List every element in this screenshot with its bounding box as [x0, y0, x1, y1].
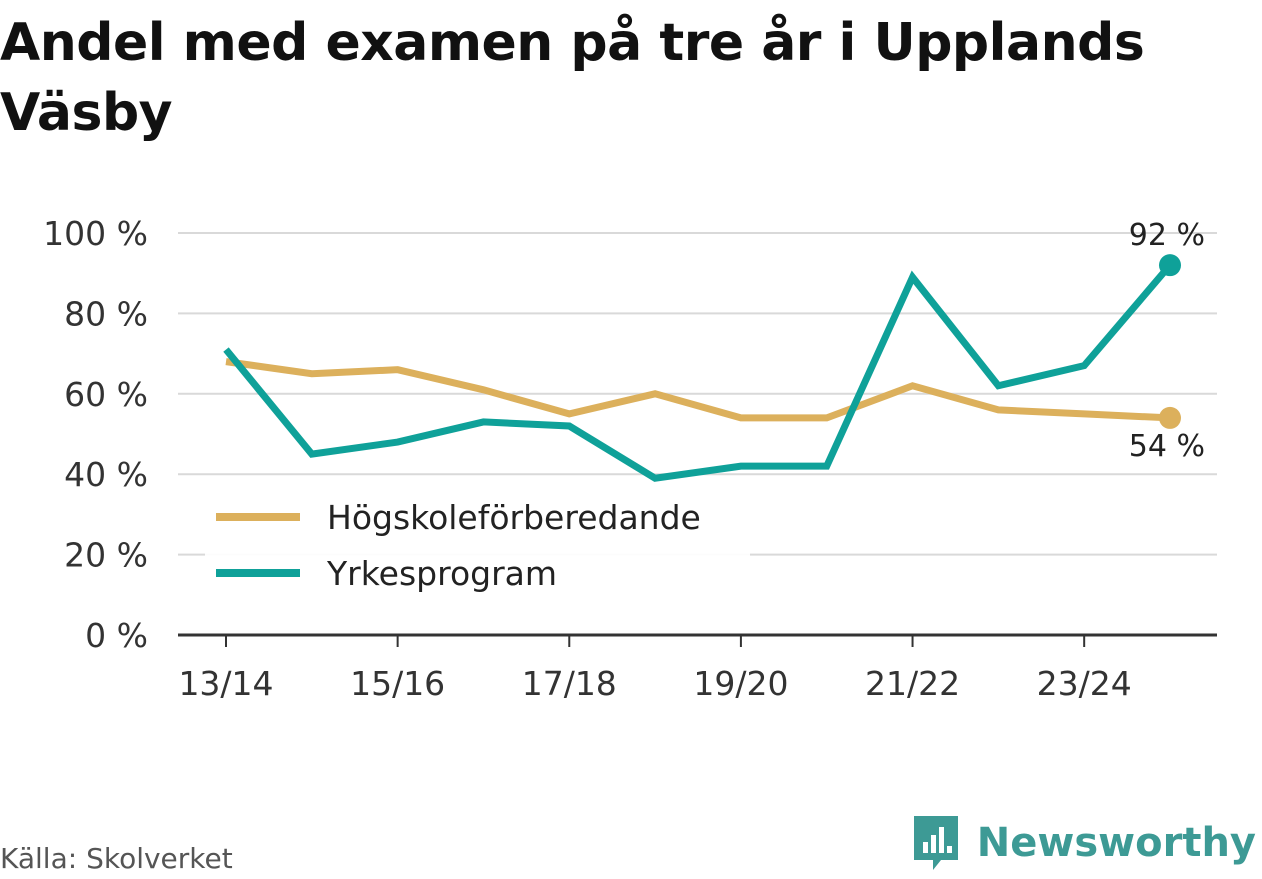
y-tick-label: 80 %: [64, 294, 148, 333]
y-tick-label: 60 %: [64, 375, 148, 414]
series-end-label: 92 %: [1129, 218, 1205, 253]
series-end-point: [1159, 406, 1181, 429]
x-tick-label: 23/24: [1037, 664, 1132, 703]
legend-label: Högskoleförberedande: [327, 498, 701, 537]
x-tick-label: 15/16: [350, 664, 445, 703]
series-lines: [223, 254, 1181, 482]
series-line: [223, 262, 1173, 482]
axes: 0 % 20 % 40 % 60 % 80 % 100 % 13/14 15/16 17/18 1…: [43, 214, 1217, 703]
brand-name: Newsworthy: [976, 820, 1256, 866]
brand-logo: Newsworthy: [911, 813, 1256, 873]
legend-label: Yrkesprogram: [326, 554, 557, 593]
y-tick-label: 0 %: [85, 616, 148, 655]
x-tick-label: 17/18: [522, 664, 617, 703]
chart-title: Andel med examen på tre år i Upplands Vä…: [0, 13, 1145, 143]
legend-background: [205, 488, 750, 603]
y-tick-label: 40 %: [64, 455, 148, 494]
end-labels: 54 % 92 %: [1129, 218, 1205, 464]
y-tick-label: 20 %: [64, 536, 148, 575]
legend: Högskoleförberedande Yrkesprogram: [205, 488, 750, 603]
x-tick-label: 19/20: [693, 664, 788, 703]
x-tick-label: 13/14: [178, 664, 273, 703]
newsworthy-logo-icon: [913, 816, 958, 870]
y-tick-label: 100 %: [43, 214, 148, 253]
series-end-point: [1159, 254, 1181, 277]
source-note: Källa: Skolverket: [0, 842, 233, 875]
x-tick-label: 21/22: [865, 664, 960, 703]
series-line: [225, 358, 1171, 422]
series-end-label: 54 %: [1129, 429, 1205, 464]
